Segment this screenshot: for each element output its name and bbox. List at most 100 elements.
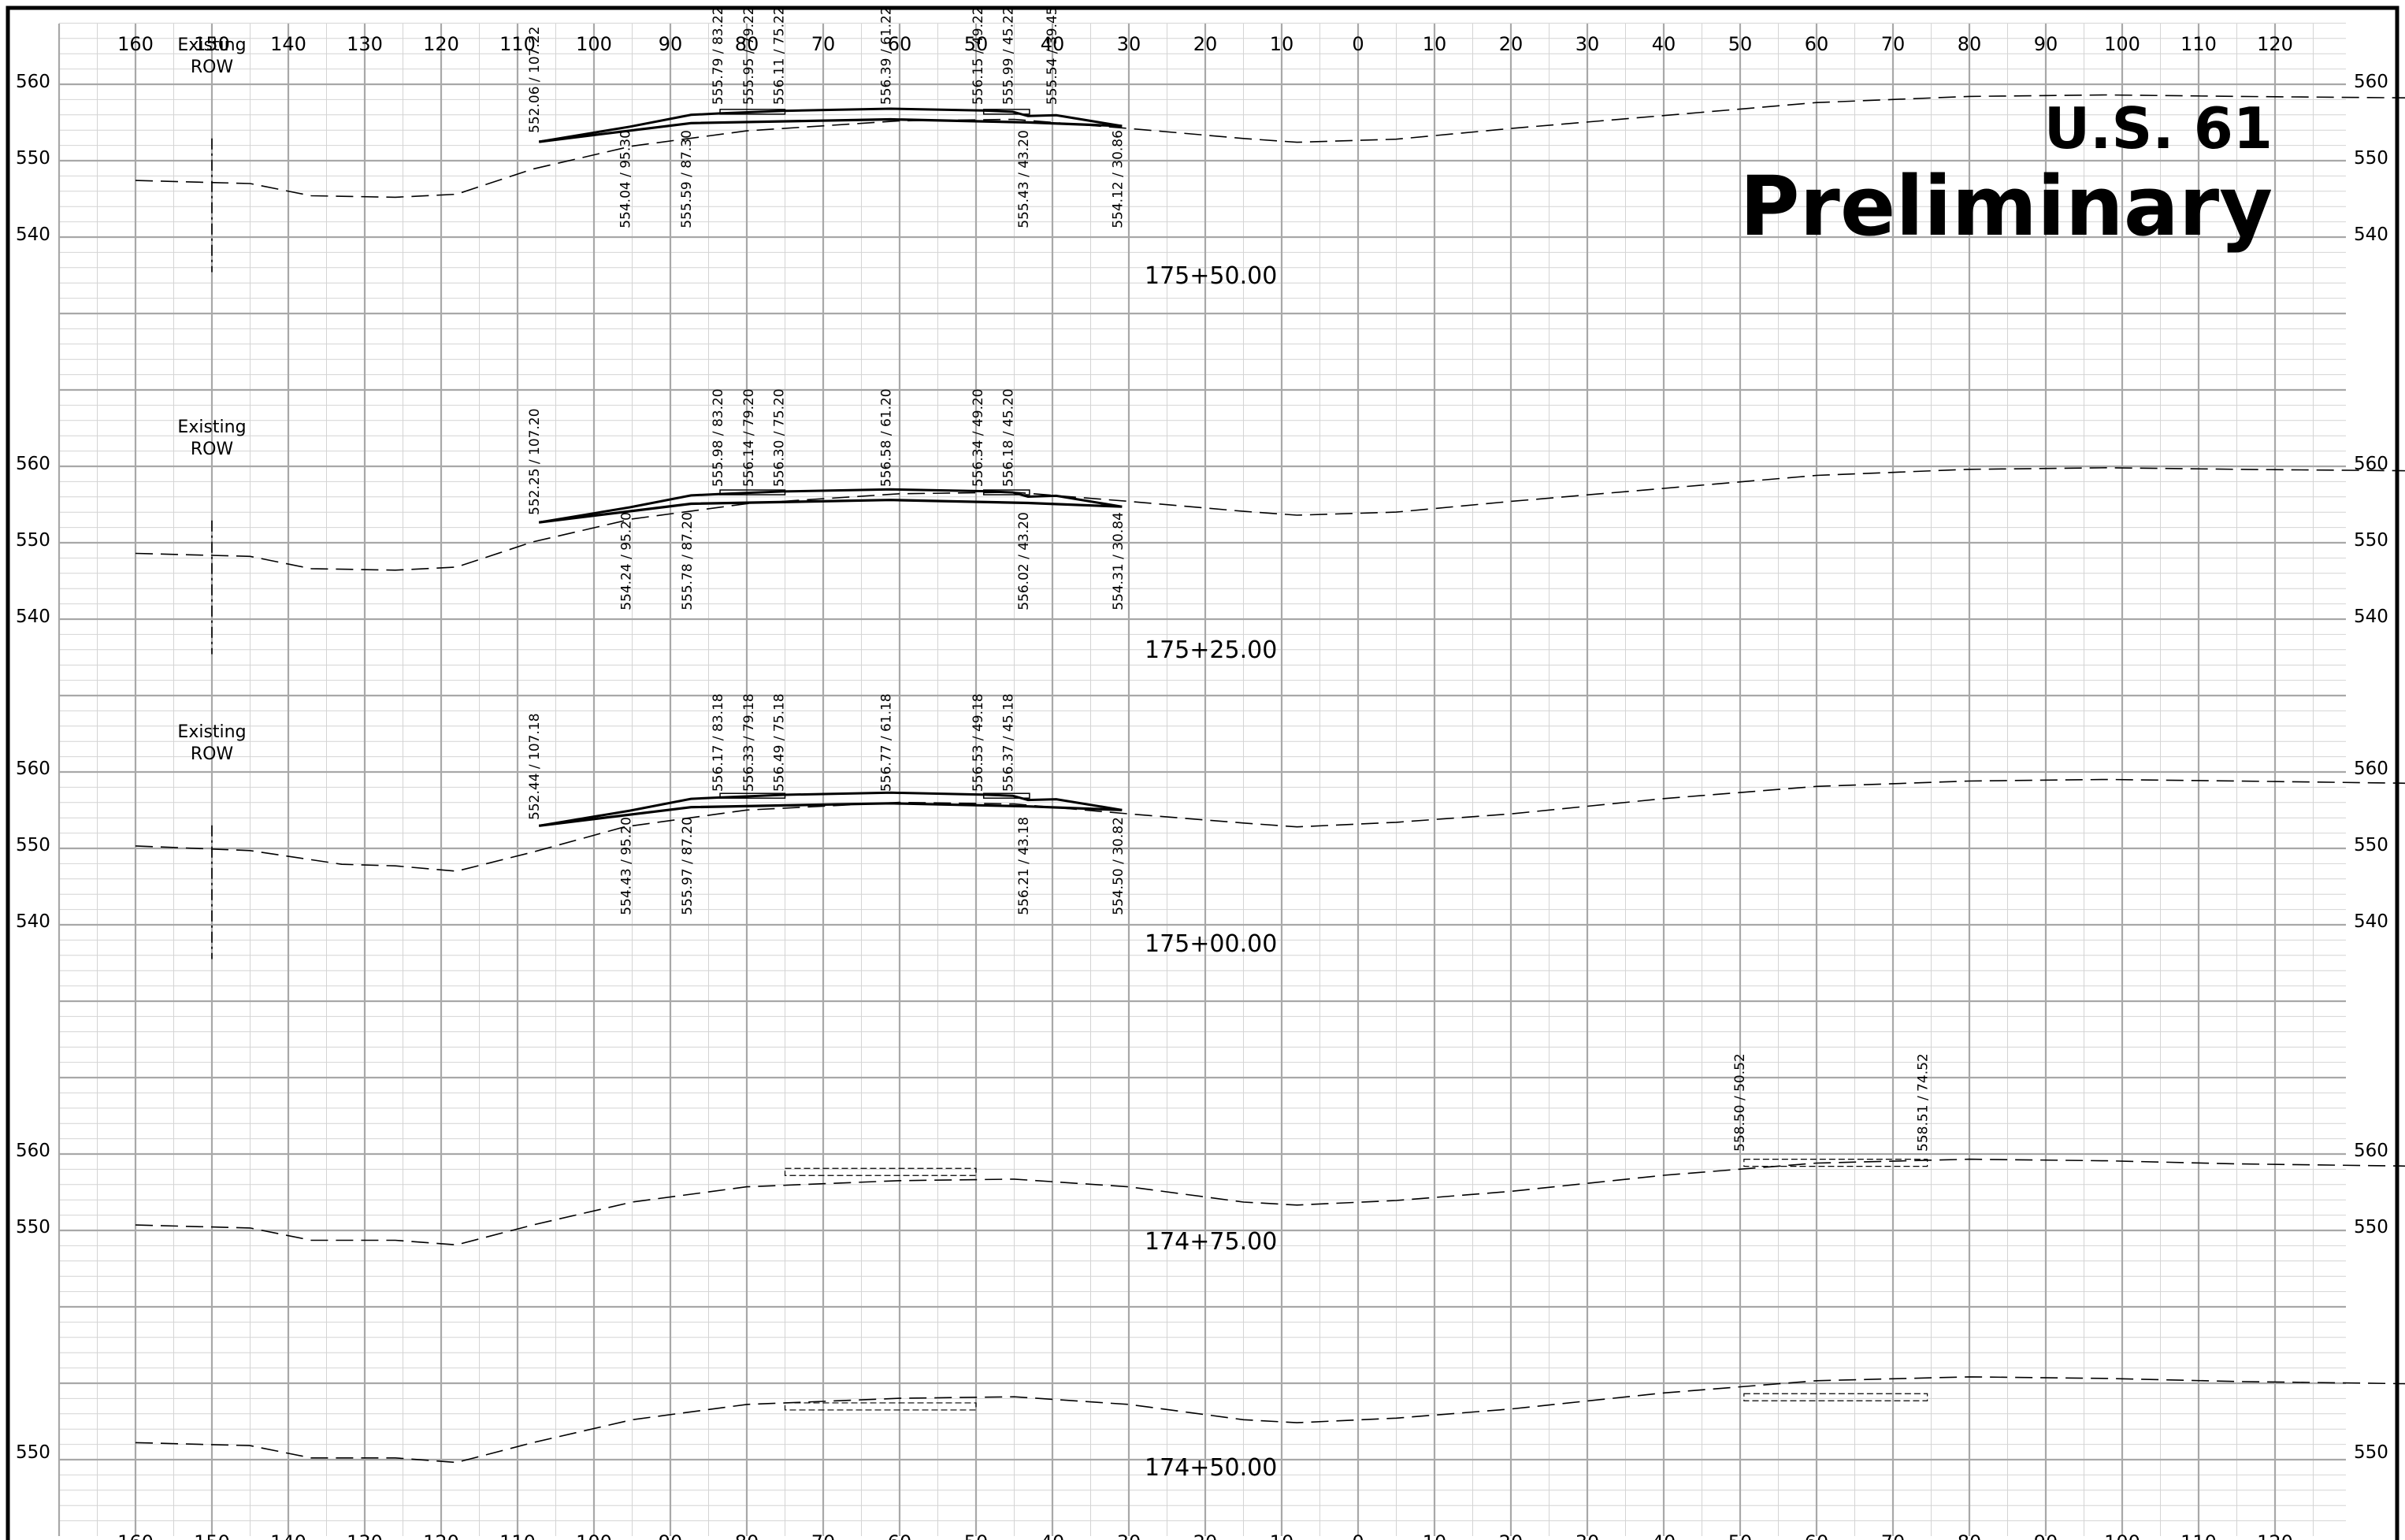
- offset-tick-label: 30: [1117, 1531, 1141, 1540]
- proposed-top-line: [538, 791, 1123, 827]
- elevation-label: 560: [2354, 72, 2388, 92]
- offset-tick-label: 120: [2257, 1531, 2293, 1540]
- offset-tick-label: 10: [1423, 33, 1447, 55]
- offset-tick-label: 80: [1958, 33, 1982, 55]
- proposed-top-line: [538, 107, 1123, 143]
- elevation-label: 540: [16, 225, 50, 245]
- elevation-callout: 558.50 / 50.52: [1732, 1053, 1748, 1152]
- title-block: U.S. 61 Preliminary: [1739, 95, 2273, 254]
- offset-tick-label: 20: [1193, 33, 1218, 55]
- offset-tick-label: 110: [2180, 1531, 2217, 1540]
- elevation-callout: 556.58 / 61.20: [878, 388, 894, 487]
- elevation-label: 550: [16, 835, 50, 855]
- offset-tick-label: 20: [1499, 1531, 1524, 1540]
- elevation-label: 560: [16, 72, 50, 92]
- offset-tick-label: 160: [117, 1531, 154, 1540]
- elevation-callout: 556.77 / 61.18: [878, 693, 894, 792]
- elevation-label: 540: [16, 607, 50, 627]
- offset-tick-label: 40: [1652, 33, 1676, 55]
- offset-tick-label: 30: [1575, 33, 1600, 55]
- station-label: 174+50.00: [1145, 1454, 1277, 1482]
- offset-tick-label: 30: [1117, 33, 1141, 55]
- offset-tick-label: 80: [735, 1531, 759, 1540]
- cross-section: 560 560 550 550 540 540 Existing ROW 552.06 / 10…: [16, 6, 2405, 290]
- elevation-callout: 556.34 / 49.20: [971, 388, 986, 487]
- elevation-label: 550: [2354, 835, 2388, 855]
- elevation-callout: 556.37 / 45.18: [1001, 693, 1017, 792]
- station-label: 175+50.00: [1145, 262, 1277, 290]
- cross-section: 550 550 174+50.00: [16, 1376, 2405, 1482]
- offset-tick-label: 80: [735, 33, 759, 55]
- elevation-callout: 556.53 / 49.18: [971, 693, 986, 792]
- elevation-label: 550: [2354, 148, 2388, 169]
- existing-ground-line: [135, 1376, 2405, 1464]
- elevation-callout: 555.59 / 87.30: [679, 130, 695, 228]
- elevation-callout: 554.12 / 30.86: [1110, 130, 1126, 228]
- elevation-callout: 556.14 / 79.20: [741, 388, 757, 487]
- elevation-callout: 555.98 / 83.20: [711, 388, 726, 487]
- elevation-callout: 552.25 / 107.20: [527, 408, 543, 515]
- offset-tick-label: 40: [1652, 1531, 1676, 1540]
- offset-tick-label: 100: [576, 1531, 612, 1540]
- station-label: 175+00.00: [1145, 930, 1277, 958]
- curb-outline: [982, 792, 1030, 799]
- offset-tick-label: 30: [1575, 1531, 1600, 1540]
- row-label: ROW: [191, 440, 234, 459]
- offset-tick-label: 160: [117, 33, 154, 55]
- elevation-callout: 555.79 / 83.22: [711, 6, 726, 105]
- existing-ground-line: [135, 1158, 2405, 1246]
- elevation-callout: 558.51 / 74.52: [1916, 1053, 1932, 1152]
- offset-tick-label: 70: [811, 33, 836, 55]
- elevation-callout: 556.49 / 75.18: [772, 693, 788, 792]
- elevation-label: 550: [16, 148, 50, 169]
- offset-tick-label: 110: [499, 1531, 536, 1540]
- offset-tick-label: 90: [2034, 1531, 2058, 1540]
- offset-tick-label: 20: [1193, 1531, 1218, 1540]
- offset-tick-label: 10: [1270, 33, 1294, 55]
- elevation-callout: 552.44 / 107.18: [527, 713, 543, 820]
- elevation-callout: 555.97 / 87.20: [680, 817, 696, 915]
- elevation-callout: 554.43 / 95.20: [619, 817, 635, 915]
- elevation-callout: 554.04 / 95.30: [618, 130, 634, 228]
- elevation-callout: 555.54 / 39.45: [1045, 6, 1060, 105]
- pavement-outline: [784, 1402, 977, 1411]
- elevation-callout: 556.33 / 79.18: [741, 693, 757, 792]
- elevation-label: 560: [16, 454, 50, 474]
- elevation-label: 540: [16, 911, 50, 932]
- offset-tick-label: 110: [2180, 33, 2217, 55]
- offset-tick-label: 40: [1041, 33, 1065, 55]
- elevation-callout: 556.21 / 43.18: [1016, 817, 1032, 915]
- project-title: U.S. 61: [2044, 95, 2273, 161]
- offset-tick-label: 100: [2104, 1531, 2140, 1540]
- elevation-callout: 554.24 / 95.20: [619, 512, 635, 610]
- offset-tick-label: 70: [1881, 1531, 1906, 1540]
- curb-outline: [982, 489, 1030, 495]
- offset-tick-label: 140: [270, 33, 306, 55]
- offset-tick-label: 120: [2257, 33, 2293, 55]
- offset-tick-label: 50: [1728, 1531, 1753, 1540]
- offset-tick-label: 100: [576, 33, 612, 55]
- proposed-top-line: [538, 488, 1123, 524]
- offset-tick-label: 0: [1352, 1531, 1364, 1540]
- offset-tick-label: 120: [423, 1531, 459, 1540]
- proposed-subgrade-line: [539, 117, 1123, 143]
- elevation-callout: 556.15 / 49.22: [971, 6, 986, 105]
- offset-tick-label: 140: [270, 1531, 306, 1540]
- offset-tick-label: 110: [499, 33, 536, 55]
- elevation-callout: 556.17 / 83.18: [711, 693, 726, 792]
- status-stamp: Preliminary: [1739, 158, 2273, 254]
- offset-tick-label: 60: [1805, 33, 1829, 55]
- offset-tick-label: 90: [659, 1531, 683, 1540]
- offset-tick-label: 130: [347, 33, 383, 55]
- existing-ground-line: [135, 94, 2405, 199]
- offset-tick-label: 90: [2034, 33, 2058, 55]
- elevation-callout: 556.39 / 61.22: [878, 6, 894, 105]
- row-label: ROW: [191, 58, 234, 77]
- cross-section: 560 560 550 550 558.50 / 50.52 558.51 / 74.52…: [16, 1053, 2405, 1256]
- station-label: 175+25.00: [1145, 636, 1277, 664]
- offset-tick-label: 10: [1270, 1531, 1294, 1540]
